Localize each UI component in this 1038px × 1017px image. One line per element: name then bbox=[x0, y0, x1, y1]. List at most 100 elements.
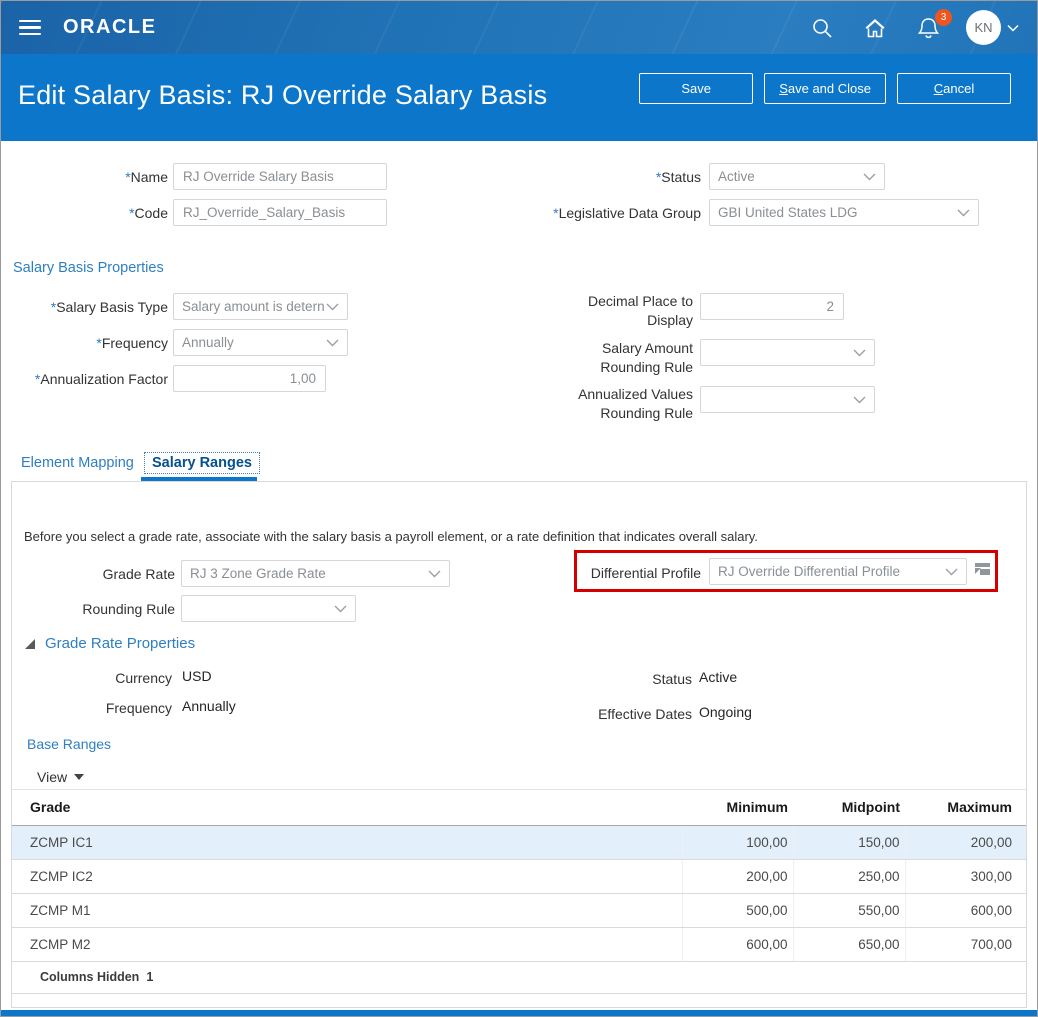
table-row[interactable]: ZCMP M1 500,00 550,00 600,00 bbox=[12, 893, 1026, 928]
search-icon[interactable] bbox=[811, 17, 833, 39]
grp-status-label: Status bbox=[652, 671, 692, 687]
decimal-place-to-display-input[interactable] bbox=[700, 293, 844, 320]
salary-amount-rounding-rule-select[interactable] bbox=[700, 339, 875, 366]
legislative-data-group-value: GBI United States LDG bbox=[718, 205, 858, 220]
differential-profile-label: Differential Profile bbox=[590, 565, 701, 581]
collapse-triangle-icon bbox=[25, 638, 35, 649]
base-ranges-heading: Base Ranges bbox=[27, 736, 112, 752]
avatar[interactable]: KN bbox=[966, 10, 1001, 45]
table-footer-separator bbox=[12, 993, 1026, 994]
menu-triangle-icon bbox=[74, 774, 85, 780]
code-label: *Code bbox=[129, 205, 168, 221]
minimum-cell[interactable]: 100,00 bbox=[681, 825, 793, 860]
chevron-down-icon bbox=[957, 209, 970, 216]
grade-rate-properties-heading: Grade Rate Properties bbox=[45, 635, 196, 652]
grade-cell[interactable]: ZCMP M1 bbox=[12, 893, 682, 928]
tab-salary-ranges[interactable]: Salary Ranges bbox=[144, 452, 260, 474]
chevron-down-icon bbox=[853, 396, 866, 403]
salary-basis-properties-heading: Salary Basis Properties bbox=[13, 260, 164, 276]
rounding-rule-select[interactable] bbox=[181, 595, 356, 622]
frequency-select[interactable]: Annually bbox=[173, 329, 348, 356]
decimal-place-to-display-label: Decimal Place to Display bbox=[587, 293, 693, 328]
status-value: Active bbox=[718, 169, 755, 184]
annualized-values-rounding-rule-label: Annualized Values Rounding Rule bbox=[578, 386, 693, 421]
salary-ranges-panel: Before you select a grade rate, associat… bbox=[11, 481, 1027, 1008]
frequency-value: Annually bbox=[182, 335, 234, 350]
maximum-cell[interactable]: 200,00 bbox=[904, 825, 1026, 860]
view-menu-button[interactable]: View bbox=[37, 769, 85, 785]
grade-cell[interactable]: ZCMP IC1 bbox=[12, 825, 682, 860]
legislative-data-group-select[interactable]: GBI United States LDG bbox=[709, 199, 979, 226]
name-input[interactable] bbox=[173, 163, 387, 190]
save-and-close-label: ave and Close bbox=[787, 81, 871, 96]
notification-count-badge[interactable]: 3 bbox=[935, 8, 952, 26]
table-row[interactable]: ZCMP IC1 100,00 150,00 200,00 bbox=[12, 825, 1026, 860]
minimum-column-header[interactable]: Minimum bbox=[682, 790, 793, 826]
page-header: Edit Salary Basis: RJ Override Salary Ba… bbox=[1, 54, 1037, 141]
midpoint-column-header[interactable]: Midpoint bbox=[793, 790, 905, 826]
differential-profile-select[interactable]: RJ Override Differential Profile bbox=[709, 558, 967, 585]
table-row[interactable]: ZCMP IC2 200,00 250,00 300,00 bbox=[12, 859, 1026, 894]
maximum-cell[interactable]: 600,00 bbox=[904, 893, 1026, 928]
maximum-cell[interactable]: 700,00 bbox=[904, 927, 1026, 962]
active-tab-underline bbox=[141, 477, 257, 481]
grp-status-value: Active bbox=[699, 669, 738, 685]
save-and-close-accesskey: S bbox=[779, 81, 788, 96]
salary-basis-type-select[interactable]: Salary amount is detern bbox=[173, 293, 348, 320]
required-marker: * bbox=[129, 205, 135, 221]
avatar-chevron-down-icon[interactable] bbox=[1007, 19, 1019, 37]
status-select[interactable]: Active bbox=[709, 163, 885, 190]
grade-rate-select[interactable]: RJ 3 Zone Grade Rate bbox=[181, 560, 450, 587]
midpoint-cell[interactable]: 650,00 bbox=[792, 927, 905, 962]
columns-hidden-status: Columns Hidden 1 bbox=[40, 970, 153, 984]
view-menu-label: View bbox=[37, 769, 68, 785]
minimum-cell[interactable]: 200,00 bbox=[681, 859, 793, 894]
go-to-differential-profile-icon[interactable] bbox=[973, 561, 992, 582]
currency-value: USD bbox=[182, 668, 212, 684]
bottom-accent-bar bbox=[1, 1010, 1037, 1016]
chevron-down-icon bbox=[863, 173, 876, 180]
grade-rate-properties-toggle[interactable]: Grade Rate Properties bbox=[24, 635, 195, 652]
cancel-accesskey: C bbox=[933, 81, 944, 96]
grade-column-header[interactable]: Grade bbox=[12, 790, 682, 826]
code-input[interactable] bbox=[173, 199, 387, 226]
home-icon[interactable] bbox=[863, 17, 887, 39]
cancel-button[interactable]: Cancel bbox=[897, 73, 1011, 104]
midpoint-cell[interactable]: 150,00 bbox=[792, 825, 905, 860]
salary-basis-type-label: *Salary Basis Type bbox=[50, 299, 168, 315]
grade-cell[interactable]: ZCMP IC2 bbox=[12, 859, 682, 894]
table-row[interactable]: ZCMP M2 600,00 650,00 700,00 bbox=[12, 927, 1026, 962]
menu-icon[interactable] bbox=[19, 19, 41, 36]
frequency-label: *Frequency bbox=[96, 335, 168, 351]
oracle-logo: ORACLE bbox=[63, 16, 157, 38]
chevron-down-icon bbox=[326, 339, 339, 346]
required-marker: * bbox=[96, 335, 102, 351]
notifications-bell-icon[interactable]: 3 bbox=[917, 8, 952, 40]
base-ranges-table: Grade Minimum Midpoint Maximum ZCMP IC1 … bbox=[12, 790, 1026, 962]
minimum-cell[interactable]: 500,00 bbox=[681, 893, 793, 928]
annualized-values-rounding-rule-select[interactable] bbox=[700, 386, 875, 413]
tab-element-mapping[interactable]: Element Mapping bbox=[21, 455, 134, 471]
save-button[interactable]: Save bbox=[639, 73, 754, 104]
chevron-down-icon bbox=[428, 570, 441, 577]
name-label: *Name bbox=[125, 169, 168, 185]
status-label: *Status bbox=[655, 169, 701, 185]
chevron-down-icon bbox=[334, 605, 347, 612]
differential-profile-value: RJ Override Differential Profile bbox=[718, 564, 901, 579]
legislative-data-group-label: *Legislative Data Group bbox=[553, 205, 701, 221]
midpoint-cell[interactable]: 550,00 bbox=[792, 893, 905, 928]
grp-frequency-value: Annually bbox=[182, 698, 236, 714]
columns-hidden-label: Columns Hidden bbox=[40, 970, 140, 984]
columns-hidden-count: 1 bbox=[146, 970, 154, 984]
midpoint-cell[interactable]: 250,00 bbox=[792, 859, 905, 894]
required-marker: * bbox=[34, 371, 41, 387]
maximum-cell[interactable]: 300,00 bbox=[904, 859, 1026, 894]
toolbar-separator bbox=[12, 789, 1026, 790]
annualization-factor-input[interactable] bbox=[173, 365, 326, 392]
maximum-column-header[interactable]: Maximum bbox=[905, 790, 1026, 826]
annualization-factor-label: *Annualization Factor bbox=[34, 371, 168, 387]
save-and-close-button[interactable]: Save and Close bbox=[764, 73, 886, 104]
grade-cell[interactable]: ZCMP M2 bbox=[12, 927, 682, 962]
minimum-cell[interactable]: 600,00 bbox=[681, 927, 793, 962]
